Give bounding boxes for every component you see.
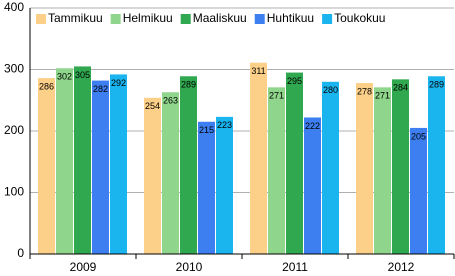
data-label: 302 <box>57 72 72 82</box>
bar <box>268 87 285 255</box>
data-label: 282 <box>93 84 108 94</box>
data-label: 215 <box>199 125 214 135</box>
data-label: 289 <box>429 80 444 90</box>
bar <box>110 74 127 254</box>
x-tick-label: 2010 <box>176 260 203 274</box>
legend-swatch <box>110 14 121 24</box>
x-tick-label: 2011 <box>282 260 308 274</box>
data-label: 271 <box>269 91 284 101</box>
data-label: 223 <box>217 120 232 130</box>
legend-swatch <box>254 14 265 24</box>
bar <box>322 81 339 254</box>
legend-swatch <box>36 14 46 24</box>
bar <box>356 83 373 254</box>
bar <box>92 80 109 254</box>
legend-label: Toukokuu <box>334 11 385 25</box>
legend-label: Huhtikuu <box>267 11 314 25</box>
legend-swatch <box>322 14 333 24</box>
y-tick-label: 200 <box>4 123 24 137</box>
y-tick-label: 400 <box>4 0 24 14</box>
bar <box>392 79 409 254</box>
bar <box>56 68 73 255</box>
legend-label: Helmikuu <box>123 11 173 25</box>
bar <box>144 97 161 254</box>
data-label: 263 <box>163 96 178 106</box>
legend-label: Maaliskuu <box>193 11 247 25</box>
data-label: 205 <box>411 131 426 141</box>
data-label: 305 <box>75 70 90 80</box>
bar <box>250 62 267 254</box>
bar <box>162 92 179 254</box>
legend-swatch <box>180 14 191 24</box>
bar <box>38 78 55 254</box>
x-tick-label: 2012 <box>388 260 415 274</box>
data-label: 286 <box>39 81 54 91</box>
data-label: 271 <box>375 91 390 101</box>
bar <box>74 66 91 254</box>
bar <box>410 127 427 254</box>
bar <box>198 121 215 255</box>
data-label: 295 <box>287 76 302 86</box>
bar <box>304 117 321 254</box>
bar <box>216 116 233 254</box>
x-tick-label: 2009 <box>70 260 97 274</box>
data-label: 292 <box>111 78 126 88</box>
bar <box>286 72 303 254</box>
bar <box>180 76 197 254</box>
data-label: 278 <box>357 86 372 96</box>
data-label: 254 <box>145 101 160 111</box>
y-tick-label: 300 <box>4 62 24 76</box>
data-label: 311 <box>251 66 265 76</box>
legend-label: Tammikuu <box>48 11 103 25</box>
bar <box>428 76 445 254</box>
bar <box>374 87 391 255</box>
data-label: 289 <box>181 80 196 90</box>
y-tick-label: 0 <box>17 246 24 260</box>
y-tick-label: 100 <box>4 185 24 199</box>
data-label: 284 <box>393 83 408 93</box>
data-label: 280 <box>323 85 338 95</box>
data-label: 222 <box>305 121 320 131</box>
